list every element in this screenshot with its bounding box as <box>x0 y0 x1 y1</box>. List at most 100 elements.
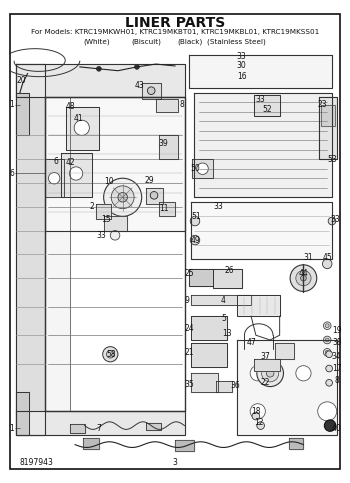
Polygon shape <box>216 381 232 392</box>
Circle shape <box>326 380 332 386</box>
Text: 19: 19 <box>332 326 342 335</box>
Text: 33: 33 <box>256 95 266 104</box>
Polygon shape <box>321 105 335 126</box>
Circle shape <box>190 216 200 226</box>
Circle shape <box>257 422 265 429</box>
Polygon shape <box>16 64 45 435</box>
Circle shape <box>252 412 260 420</box>
Circle shape <box>48 172 60 184</box>
Text: 45: 45 <box>322 253 332 262</box>
Circle shape <box>326 351 329 354</box>
Polygon shape <box>65 107 99 150</box>
Text: (Stainless Steel): (Stainless Steel) <box>207 38 266 45</box>
Circle shape <box>97 67 101 71</box>
Circle shape <box>323 322 331 329</box>
Circle shape <box>257 360 284 386</box>
Circle shape <box>328 217 336 225</box>
Text: 24: 24 <box>184 324 194 333</box>
Polygon shape <box>191 343 228 367</box>
Circle shape <box>134 65 139 69</box>
Circle shape <box>110 230 120 240</box>
Polygon shape <box>237 340 337 435</box>
Polygon shape <box>289 438 303 449</box>
Polygon shape <box>104 216 127 230</box>
Text: (Biscuit): (Biscuit) <box>132 38 162 45</box>
Text: 48: 48 <box>65 102 75 112</box>
Circle shape <box>326 324 329 327</box>
Polygon shape <box>194 93 332 197</box>
Text: (Black): (Black) <box>177 38 203 45</box>
Text: 52: 52 <box>262 105 272 114</box>
Circle shape <box>296 270 311 286</box>
Text: 38: 38 <box>332 338 342 347</box>
Text: 33: 33 <box>213 202 223 211</box>
Text: 35: 35 <box>184 380 194 389</box>
Circle shape <box>250 404 265 419</box>
Text: 40: 40 <box>332 424 342 433</box>
Polygon shape <box>191 373 218 392</box>
Polygon shape <box>237 295 280 316</box>
Polygon shape <box>16 64 184 98</box>
Text: 29: 29 <box>145 176 154 185</box>
Text: 39: 39 <box>159 139 168 147</box>
Text: 21: 21 <box>184 348 194 357</box>
Text: 34: 34 <box>332 352 342 361</box>
Text: 25: 25 <box>184 269 194 278</box>
Circle shape <box>111 186 134 209</box>
Polygon shape <box>189 55 332 88</box>
Polygon shape <box>191 295 251 305</box>
Polygon shape <box>254 96 280 116</box>
Text: 41: 41 <box>73 114 83 123</box>
Polygon shape <box>61 153 92 197</box>
Text: 47: 47 <box>246 338 256 347</box>
Circle shape <box>324 420 336 431</box>
Circle shape <box>318 402 337 421</box>
Text: For Models: KTRC19MKWH01, KTRC19MKBT01, KTRC19MKBL01, KTRC19MKSS01: For Models: KTRC19MKWH01, KTRC19MKBT01, … <box>31 28 319 35</box>
Text: 8197943: 8197943 <box>20 458 54 467</box>
Text: 26: 26 <box>224 266 234 275</box>
Text: 1: 1 <box>9 424 14 433</box>
Text: 16: 16 <box>237 72 246 81</box>
Circle shape <box>301 275 306 281</box>
Text: 23: 23 <box>318 100 327 110</box>
Text: 33: 33 <box>97 231 107 240</box>
Polygon shape <box>191 202 332 259</box>
Circle shape <box>261 365 279 382</box>
Text: 3: 3 <box>173 458 177 467</box>
Text: 7: 7 <box>97 424 101 433</box>
Text: 49: 49 <box>191 236 201 244</box>
Polygon shape <box>45 98 70 412</box>
Text: 8: 8 <box>179 99 184 109</box>
Polygon shape <box>159 135 178 159</box>
Polygon shape <box>16 412 184 435</box>
Polygon shape <box>45 98 184 230</box>
Text: 22: 22 <box>261 378 270 387</box>
Polygon shape <box>16 93 29 135</box>
Text: 5: 5 <box>221 313 226 323</box>
Text: 13: 13 <box>223 329 232 338</box>
Circle shape <box>106 351 114 358</box>
Circle shape <box>88 107 97 116</box>
Text: 11: 11 <box>159 204 168 213</box>
Text: 2: 2 <box>90 202 94 211</box>
Polygon shape <box>189 269 213 286</box>
Polygon shape <box>146 423 161 430</box>
Polygon shape <box>142 83 161 99</box>
Text: LINER PARTS: LINER PARTS <box>125 16 225 30</box>
Text: 33: 33 <box>330 214 340 224</box>
Circle shape <box>197 163 208 174</box>
Polygon shape <box>70 424 85 433</box>
Circle shape <box>103 347 118 362</box>
Text: 43: 43 <box>135 82 145 90</box>
Text: 10: 10 <box>105 177 114 185</box>
Text: 4: 4 <box>221 296 226 304</box>
Polygon shape <box>146 188 163 204</box>
Text: 44: 44 <box>299 269 308 278</box>
Text: 6: 6 <box>9 169 14 178</box>
Circle shape <box>150 192 158 199</box>
Circle shape <box>69 167 83 180</box>
Polygon shape <box>96 204 111 219</box>
Polygon shape <box>45 159 64 197</box>
Polygon shape <box>192 159 213 178</box>
Text: 37: 37 <box>260 352 270 361</box>
